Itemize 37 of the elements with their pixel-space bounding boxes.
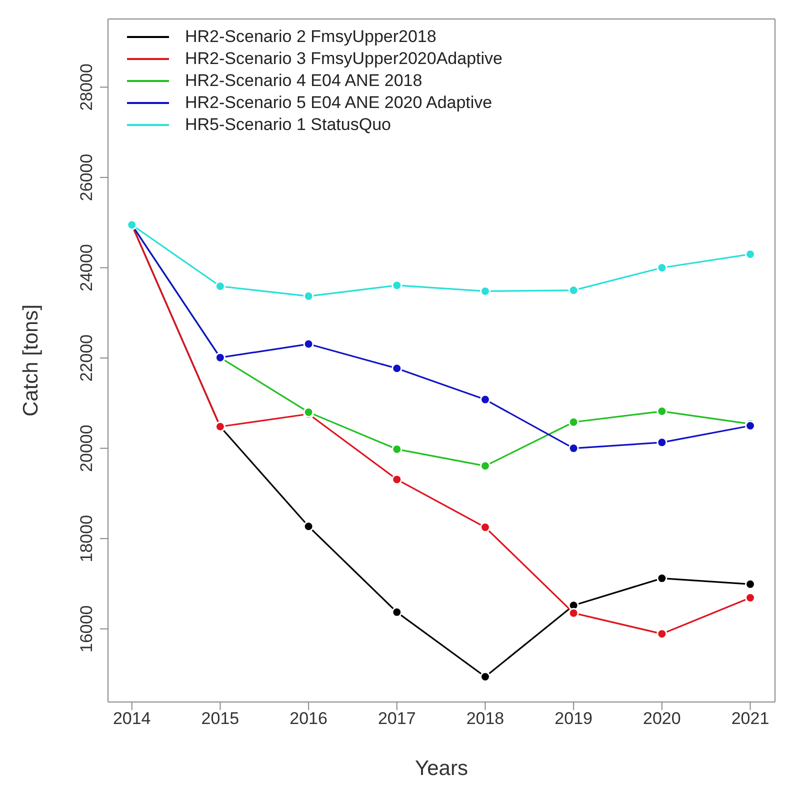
point — [480, 460, 490, 472]
legend-label: HR2-Scenario 4 E04 ANE 2018 — [185, 70, 422, 92]
legend-label: HR2-Scenario 3 FmsyUpper2020Adaptive — [185, 48, 502, 70]
point — [392, 606, 402, 618]
x-tick-label: 2015 — [201, 709, 240, 728]
y-tick-label: 26000 — [77, 154, 96, 202]
point — [568, 416, 579, 428]
y-tick-label: 18000 — [77, 514, 96, 562]
point — [480, 671, 490, 682]
point — [568, 608, 579, 618]
x-tick-label: 2021 — [731, 709, 770, 728]
legend-label: HR2-Scenario 5 E04 ANE 2020 Adaptive — [185, 92, 492, 114]
legend-label: HR5-Scenario 1 StatusQuo — [185, 114, 391, 136]
x-tick-label: 2017 — [378, 709, 416, 728]
point — [480, 394, 490, 405]
point — [303, 338, 314, 350]
x-axis-title: Years — [415, 756, 468, 780]
x-tick-label: 2016 — [290, 709, 328, 728]
legend-label: HR2-Scenario 2 FmsyUpper2018 — [185, 26, 436, 48]
point — [392, 363, 402, 374]
point — [656, 437, 668, 448]
point — [303, 290, 314, 302]
x-tick-label: 2020 — [643, 709, 681, 728]
point — [392, 474, 402, 485]
point — [303, 521, 314, 532]
y-tick-label: 22000 — [77, 334, 96, 382]
y-tick-label: 16000 — [77, 605, 96, 653]
y-tick-label: 20000 — [77, 424, 96, 472]
x-tick-label: 2018 — [466, 709, 504, 728]
y-tick-label: 24000 — [77, 244, 96, 292]
x-tick-label: 2014 — [112, 709, 151, 728]
point — [656, 628, 668, 640]
point — [480, 522, 490, 533]
y-axis-title: Catch [tons] — [19, 304, 42, 417]
x-tick-label: 2019 — [554, 709, 592, 728]
point — [392, 280, 402, 291]
y-tick-label: 28000 — [77, 64, 96, 111]
